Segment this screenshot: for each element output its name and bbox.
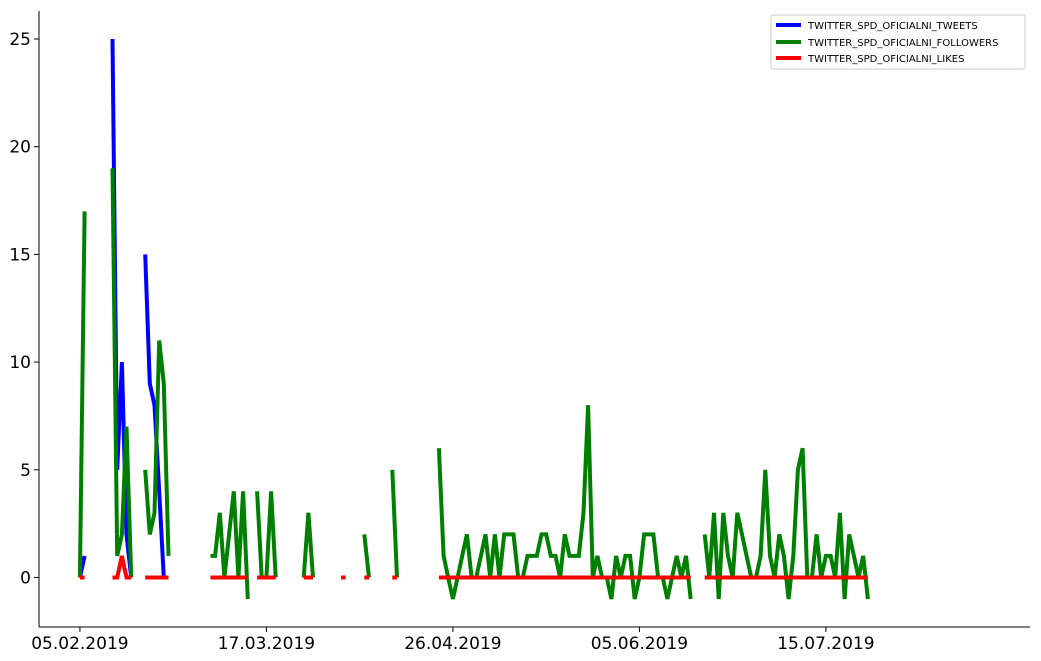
legend-frame <box>770 14 1026 70</box>
ticks: 0 5 10 15 20 25 05.02.2019 17.03.2019 26.04.2019… <box>9 30 874 654</box>
legend-label-likes: TWITTER_SPD_OFICIALNI_LIKES <box>807 54 964 65</box>
y-tick-label-1: 5 <box>20 461 31 481</box>
y-tick-label-5: 25 <box>9 30 31 50</box>
y-tick-label-0: 0 <box>20 568 31 588</box>
series-layer <box>77 38 870 600</box>
series-line-1-segment-5 <box>301 512 315 578</box>
y-tick-label-3: 15 <box>9 245 31 265</box>
y-tick-label-2: 10 <box>9 353 31 373</box>
series-line-1-segment-6 <box>362 534 371 578</box>
x-tick-label-4: 15.07.2019 <box>777 634 874 654</box>
series-line-1-segment-3 <box>210 491 250 600</box>
series-line-1-segment-0 <box>77 211 87 578</box>
x-tick-label-1: 17.03.2019 <box>218 634 315 654</box>
x-tick-label-2: 26.04.2019 <box>404 634 501 654</box>
series-line-2-segment-1 <box>112 555 132 580</box>
y-tick-label-4: 20 <box>9 138 31 158</box>
series-line-1-segment-8 <box>436 405 693 600</box>
legend: TWITTER_SPD_OFICIALNI_TWEETS TWITTER_SPD… <box>770 14 1026 70</box>
legend-label-tweets: TWITTER_SPD_OFICIALNI_TWEETS <box>807 21 978 32</box>
axes <box>38 11 1030 628</box>
series-line-0-segment-2 <box>143 254 166 578</box>
legend-label-followers: TWITTER_SPD_OFICIALNI_FOLLOWERS <box>807 38 998 49</box>
series-line-1-segment-4 <box>255 491 278 580</box>
x-tick-label-3: 05.06.2019 <box>591 634 688 654</box>
series-line-1-segment-7 <box>390 469 399 578</box>
series-line-1-segment-1 <box>110 168 134 578</box>
series-line-1-segment-2 <box>143 340 171 556</box>
x-tick-label-0: 05.02.2019 <box>31 634 128 654</box>
